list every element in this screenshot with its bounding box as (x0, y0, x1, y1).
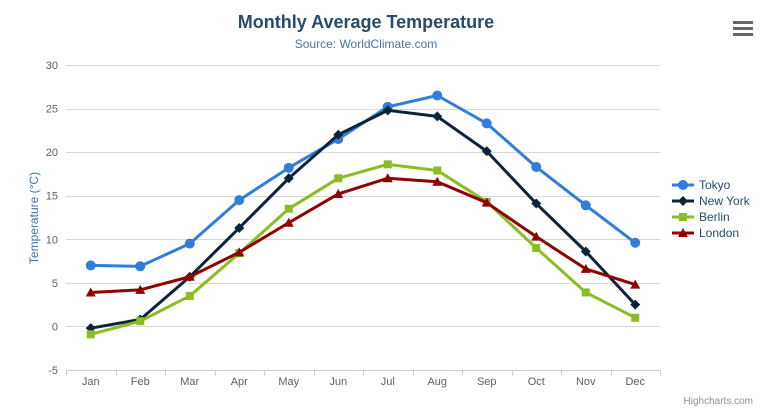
x-axis-label: Jan (82, 376, 100, 388)
legend-item-tokyo[interactable]: Tokyo (672, 177, 750, 193)
data-point-marker (333, 129, 344, 140)
legend-symbol-circle-icon (672, 180, 694, 190)
legend-item-label: Tokyo (699, 178, 731, 192)
data-point-marker (382, 105, 393, 116)
data-point-marker (184, 271, 195, 281)
y-axis-label: 10 (46, 234, 58, 246)
x-axis-label: Jun (329, 376, 347, 388)
data-point-marker (630, 279, 641, 289)
y-axis-label: -5 (48, 365, 58, 377)
legend-symbol-square-icon (672, 213, 694, 221)
highcharts-credit[interactable]: Highcharts.com (683, 396, 753, 407)
data-point-marker (432, 90, 443, 101)
data-point-marker (532, 244, 541, 252)
data-point-marker (631, 313, 640, 322)
y-axis-label: 5 (52, 278, 58, 290)
data-point-marker (678, 180, 688, 190)
data-point-marker (185, 291, 194, 300)
y-axis-label: 0 (52, 321, 58, 333)
x-axis-label: Feb (131, 376, 150, 388)
data-point-marker (630, 299, 641, 310)
series-line (89, 176, 637, 294)
data-point-marker (334, 174, 343, 183)
data-point-marker (184, 238, 195, 249)
data-point-marker (531, 198, 542, 209)
legend-item-label: Berlin (699, 210, 730, 224)
legend-symbol-diamond-icon (672, 196, 694, 206)
data-point-marker (679, 213, 687, 221)
data-point-marker (580, 263, 591, 273)
x-axis-label: Sep (477, 376, 497, 388)
x-axis-label: Nov (576, 376, 596, 388)
data-point-marker (481, 118, 492, 129)
y-axis-label: 30 (46, 60, 58, 72)
data-point-marker (433, 166, 442, 175)
x-axis-label: Apr (231, 376, 248, 388)
y-axis-label: 25 (46, 104, 58, 116)
legend-item-berlin[interactable]: Berlin (672, 209, 750, 225)
data-point-marker (383, 160, 392, 169)
data-point-marker (382, 173, 393, 183)
data-point-marker (678, 228, 688, 237)
data-point-marker (333, 188, 344, 198)
x-axis-label: May (278, 376, 299, 388)
data-point-marker (284, 204, 293, 213)
data-point-marker (580, 246, 591, 257)
y-axis-title: Temperature (°C) (27, 171, 41, 265)
data-point-marker (531, 231, 542, 241)
chart-title: Monthly Average Temperature (237, 12, 495, 32)
data-point-marker (283, 173, 294, 184)
y-axis-label: 15 (46, 191, 58, 203)
data-point-marker (678, 196, 688, 206)
x-axis-label: Mar (180, 376, 199, 388)
legend-item-label: London (699, 226, 740, 240)
series-london (85, 173, 641, 297)
y-axis-label: 20 (46, 147, 58, 159)
x-axis-label: Dec (625, 376, 645, 388)
data-point-marker (234, 222, 245, 233)
data-point-marker (531, 161, 542, 172)
legend-item-label: New York (699, 194, 750, 208)
series-line (89, 108, 637, 330)
series-line (89, 162, 637, 336)
legend-item-london[interactable]: London (672, 225, 750, 241)
data-point-marker (86, 330, 95, 339)
series-new-york (85, 105, 641, 334)
data-point-marker (432, 176, 443, 186)
data-point-marker (234, 247, 245, 257)
chart-subtitle: Source: WorldClimate.com (294, 37, 438, 51)
data-point-marker (135, 284, 146, 294)
x-axis-label: Aug (427, 376, 447, 388)
x-axis-label: Jul (381, 376, 395, 388)
data-point-marker (481, 197, 492, 207)
data-point-marker (283, 162, 294, 173)
legend: Tokyo New York Berlin London (672, 177, 750, 241)
data-point-marker (481, 146, 492, 157)
data-point-marker (135, 261, 146, 272)
legend-symbol-triangle-icon (672, 228, 694, 237)
hamburger-menu-icon[interactable] (731, 19, 755, 36)
data-point-marker (580, 200, 591, 211)
data-point-marker (85, 260, 96, 271)
data-point-marker (432, 111, 443, 122)
data-point-marker (85, 287, 96, 297)
series-tokyo (85, 90, 641, 272)
x-axis-label: Oct (528, 376, 545, 388)
data-point-marker (630, 237, 641, 248)
data-point-marker (136, 317, 145, 326)
data-point-marker (283, 217, 294, 227)
data-point-marker (234, 195, 245, 206)
data-point-marker (581, 288, 590, 297)
legend-item-new-york[interactable]: New York (672, 193, 750, 209)
